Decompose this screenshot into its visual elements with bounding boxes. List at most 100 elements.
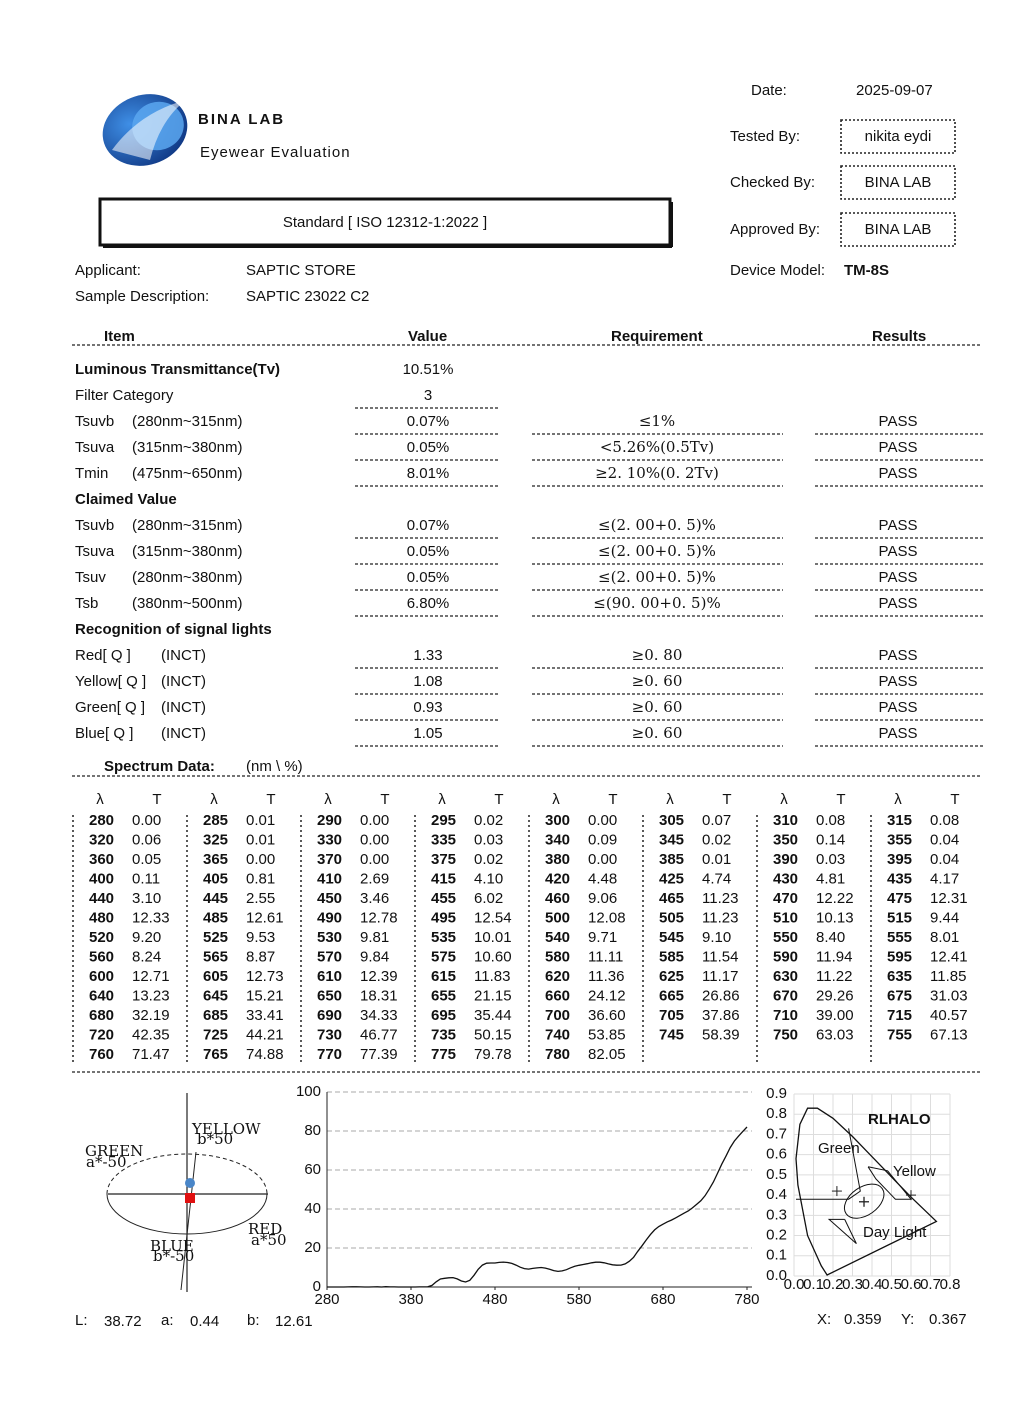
unit: (nm \ %)	[246, 758, 303, 775]
column-header: λ	[552, 791, 560, 808]
transmittance: 39.00	[816, 1007, 854, 1024]
transmittance: 4.74	[702, 870, 731, 887]
transmittance: 0.01	[702, 851, 731, 868]
result: PASS	[879, 413, 918, 430]
wavelength: 740	[545, 1026, 570, 1043]
wavelength: 765	[203, 1046, 228, 1063]
wavelength: 420	[545, 870, 570, 887]
wavelength: 415	[431, 870, 456, 887]
transmittance: 11.17	[702, 968, 738, 985]
wavelength: 450	[317, 890, 342, 907]
hue-line	[180, 1151, 197, 1291]
range: (INCT)	[161, 699, 206, 716]
wavelength: 520	[89, 929, 114, 946]
range: (475nm~650nm)	[132, 465, 242, 482]
transmittance: 21.15	[474, 987, 512, 1004]
requirement: ≥0. 80	[632, 646, 683, 664]
requirement: ≤(2. 00+0. 5)%	[598, 568, 716, 586]
spectral-locus	[795, 1107, 938, 1276]
x-tick-label: 380	[398, 1291, 423, 1308]
item: Green[ Q ]	[75, 699, 145, 716]
wavelength: 745	[659, 1026, 684, 1043]
transmittance: 11.36	[588, 968, 624, 985]
transmittance: 82.05	[588, 1046, 626, 1063]
transmittance: 13.23	[132, 987, 170, 1004]
wavelength: 470	[773, 890, 798, 907]
wavelength: 435	[887, 870, 912, 887]
column-header: T	[950, 791, 959, 808]
y-tick-label: 0.9	[766, 1085, 787, 1102]
coordinate: 0.359	[844, 1311, 882, 1328]
transmittance: 0.01	[246, 831, 275, 848]
transmittance: 0.00	[132, 812, 161, 829]
wavelength: 495	[431, 909, 456, 926]
transmittance: 3.46	[360, 890, 389, 907]
value: 0.05%	[407, 569, 450, 586]
chart-title: RLHALO	[868, 1111, 931, 1128]
wavelength: 330	[317, 831, 342, 848]
x-tick-label: 480	[482, 1291, 507, 1308]
transmittance: 11.94	[816, 948, 852, 965]
transmittance: 15.21	[246, 987, 284, 1004]
result: PASS	[879, 647, 918, 664]
logo-title: BINA LAB	[198, 111, 285, 128]
transmittance: 77.39	[360, 1046, 398, 1063]
transmittance: 4.10	[474, 870, 503, 887]
transmittance: 12.78	[360, 909, 398, 926]
wavelength: 500	[545, 909, 570, 926]
transmittance: 12.33	[132, 909, 170, 926]
x-tick-label: 680	[650, 1291, 675, 1308]
requirement: ≤(2. 00+0. 5)%	[598, 542, 716, 560]
signature-box	[840, 212, 956, 247]
transmittance: 42.35	[132, 1026, 170, 1043]
result: PASS	[879, 725, 918, 742]
transmittance: 0.00	[360, 831, 389, 848]
wavelength: 725	[203, 1026, 228, 1043]
value: 1.08	[413, 673, 442, 690]
section-title: Recognition of signal lights	[75, 621, 272, 638]
axis-scale: b*50	[197, 1130, 233, 1148]
wavelength: 670	[773, 987, 798, 1004]
wavelength: 565	[203, 948, 228, 965]
wavelength: 775	[431, 1046, 456, 1063]
wavelength: 515	[887, 909, 912, 926]
item: Tsuv	[75, 569, 106, 586]
applicant: SAPTIC STORE	[246, 262, 356, 279]
column-header: T	[266, 791, 275, 808]
wavelength: 400	[89, 870, 114, 887]
value: 0.07%	[407, 413, 450, 430]
item: Tsuva	[75, 543, 115, 560]
transmittance: 11.85	[930, 968, 966, 985]
wavelength: 590	[773, 948, 798, 965]
wavelength: 700	[545, 1007, 570, 1024]
transmittance: 11.23	[702, 909, 738, 926]
wavelength: 645	[203, 987, 228, 1004]
transmittance: 12.71	[132, 968, 170, 985]
transmittance: 0.09	[588, 831, 617, 848]
value: 3	[424, 387, 432, 404]
transmittance: 0.81	[246, 870, 275, 887]
requirement: ≤1%	[639, 412, 675, 430]
label: Y:	[901, 1311, 914, 1328]
marker	[185, 1193, 195, 1203]
transmittance: 8.01	[930, 929, 959, 946]
transmittance: 8.87	[246, 948, 275, 965]
wavelength: 680	[89, 1007, 114, 1024]
label: Applicant:	[75, 262, 141, 279]
transmittance: 12.41	[930, 948, 968, 965]
wavelength: 325	[203, 831, 228, 848]
transmittance: 26.86	[702, 987, 740, 1004]
wavelength: 650	[317, 987, 342, 1004]
axis-name: YELLOW	[191, 1120, 261, 1138]
lab-value: 38.72	[104, 1313, 142, 1330]
wavelength: 555	[887, 929, 912, 946]
column-header: Requirement	[611, 328, 703, 345]
transmittance: 8.24	[132, 948, 161, 965]
region-label: Green	[818, 1140, 860, 1157]
value: 1.33	[413, 647, 442, 664]
wavelength: 510	[773, 909, 798, 926]
transmittance: 12.73	[246, 968, 284, 985]
column-header: λ	[210, 791, 218, 808]
transmittance: 74.88	[246, 1046, 284, 1063]
